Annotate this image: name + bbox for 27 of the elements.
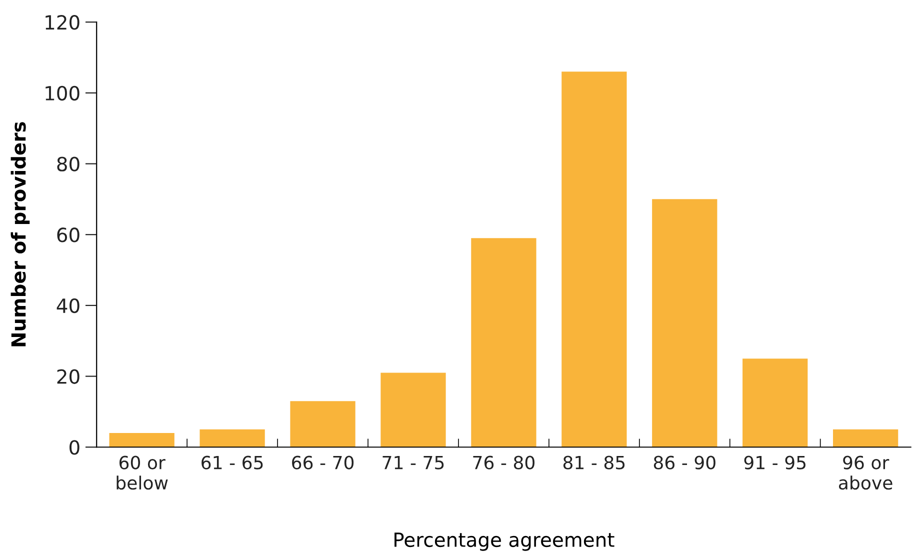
y-tick-label: 60 [57, 228, 80, 242]
y-axis-title: Number of providers [10, 122, 30, 346]
x-tick-label: 96 or above [838, 456, 892, 490]
x-tick-label: 91 - 95 [744, 456, 806, 470]
bar [652, 199, 718, 448]
bar [742, 358, 808, 448]
y-tick-label: 80 [57, 156, 80, 172]
bar [471, 238, 536, 448]
x-tick-label: 86 - 90 [654, 456, 716, 470]
y-tick-label: 100 [46, 86, 80, 101]
bar [290, 401, 356, 448]
x-tick-label: 71 - 75 [382, 456, 444, 470]
bar [833, 429, 898, 448]
x-tick-label: 81 - 85 [563, 456, 625, 470]
y-tick-label: 120 [46, 15, 80, 30]
x-tick-label: 61 - 65 [202, 456, 263, 470]
x-tick-label: 60 or below [116, 456, 168, 490]
y-tick-label: 0 [70, 440, 80, 455]
x-tick-label: 76 - 80 [473, 456, 534, 470]
x-tick-label: 66 - 70 [292, 456, 354, 470]
bar [562, 72, 627, 448]
y-tick-label: 20 [57, 369, 80, 384]
bar [380, 372, 446, 448]
bar [200, 429, 265, 448]
bar [109, 432, 174, 448]
y-tick-label: 40 [56, 298, 80, 314]
x-axis-title: Percentage agreement [394, 532, 614, 551]
